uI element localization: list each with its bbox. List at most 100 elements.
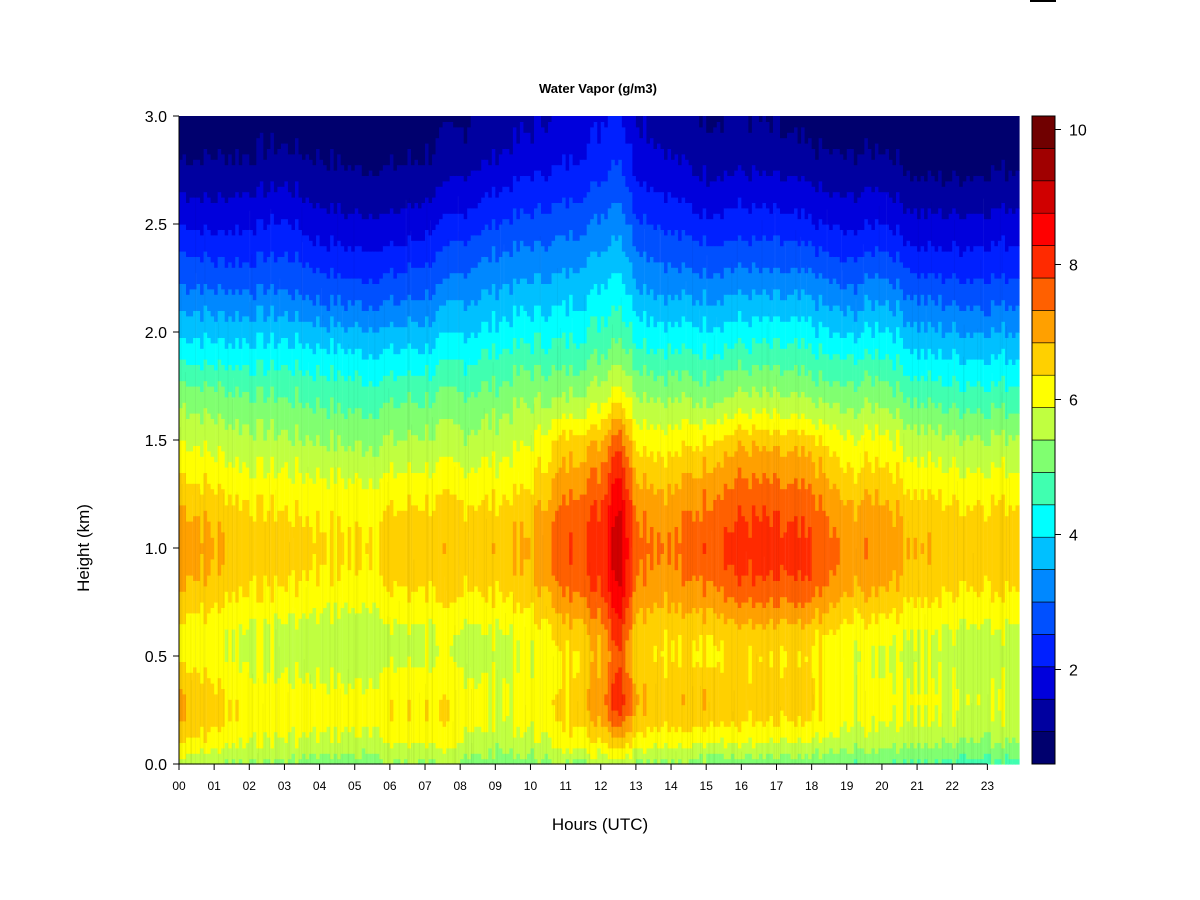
heatmap-cell bbox=[850, 229, 855, 257]
heatmap-cell bbox=[938, 321, 943, 349]
heatmap-cell bbox=[632, 278, 637, 311]
streak bbox=[531, 499, 533, 764]
heatmap-cell bbox=[428, 407, 433, 441]
heatmap-cell bbox=[572, 375, 577, 398]
heatmap-cell bbox=[614, 450, 619, 479]
heatmap-cell bbox=[382, 472, 387, 511]
heatmap-cell bbox=[523, 342, 528, 371]
heatmap-cell bbox=[948, 251, 953, 279]
heatmap-cell bbox=[646, 402, 651, 430]
heatmap-cell bbox=[962, 180, 967, 220]
heatmap-cell bbox=[537, 364, 542, 392]
heatmap-cell bbox=[569, 737, 574, 754]
heatmap-cell bbox=[200, 164, 205, 203]
heatmap-cell bbox=[744, 391, 749, 414]
heatmap-cell bbox=[952, 402, 957, 430]
heatmap-cell bbox=[881, 251, 887, 279]
heatmap-cell bbox=[266, 758, 271, 765]
heatmap-cell bbox=[649, 224, 655, 257]
heatmap-cell bbox=[193, 483, 198, 517]
streak bbox=[383, 300, 385, 764]
heatmap-cell bbox=[955, 353, 960, 382]
streak bbox=[227, 311, 229, 764]
heatmap-cell bbox=[688, 612, 693, 733]
heatmap-cell bbox=[555, 510, 560, 581]
heatmap-cell bbox=[839, 337, 844, 360]
heatmap-cell bbox=[228, 699, 233, 722]
heatmap-cell bbox=[1008, 758, 1013, 765]
heatmap-cell bbox=[762, 726, 767, 743]
heatmap-cell bbox=[966, 305, 971, 333]
heatmap-cell bbox=[755, 240, 760, 268]
heatmap-cell bbox=[495, 116, 500, 166]
heatmap-cell bbox=[973, 359, 978, 387]
streak bbox=[233, 377, 235, 764]
heatmap-cell bbox=[973, 386, 978, 414]
heatmap-cell bbox=[505, 148, 510, 187]
heatmap-cell bbox=[463, 245, 468, 279]
heatmap-cell bbox=[347, 348, 352, 376]
heatmap-cell bbox=[502, 315, 507, 349]
heatmap-cell bbox=[382, 348, 387, 376]
heatmap-cell bbox=[776, 170, 781, 209]
heatmap-cell bbox=[305, 116, 310, 155]
heatmap-cell bbox=[987, 445, 992, 479]
heatmap-cell bbox=[558, 234, 563, 274]
heatmap-cell bbox=[203, 407, 208, 441]
heatmap-cell bbox=[983, 116, 988, 182]
heatmap-cell bbox=[309, 569, 314, 614]
streak bbox=[203, 436, 205, 764]
heatmap-cell bbox=[952, 375, 957, 403]
heatmap-cell bbox=[628, 677, 633, 716]
heatmap-cell bbox=[811, 299, 816, 328]
heatmap-cell bbox=[572, 650, 577, 679]
heatmap-cell bbox=[825, 305, 830, 328]
heatmap-cell bbox=[790, 342, 795, 371]
heatmap-cell bbox=[797, 348, 802, 376]
heatmap-cell bbox=[1004, 445, 1010, 479]
heatmap-cell bbox=[231, 661, 236, 743]
heatmap-cell bbox=[365, 218, 370, 252]
heatmap-cell bbox=[976, 332, 981, 360]
heatmap-cell bbox=[323, 272, 328, 306]
heatmap-cell bbox=[959, 116, 964, 187]
heatmap-cell bbox=[309, 407, 314, 441]
heatmap-cell bbox=[425, 116, 430, 144]
heatmap-cell bbox=[467, 731, 472, 760]
heatmap-cell bbox=[702, 342, 707, 371]
heatmap-cell bbox=[801, 726, 806, 743]
heatmap-cell bbox=[846, 461, 851, 500]
heatmap-cell bbox=[646, 542, 651, 554]
heatmap-cell bbox=[495, 229, 500, 263]
streak bbox=[1001, 238, 1003, 764]
heatmap-cell bbox=[425, 720, 430, 749]
heatmap-cell bbox=[245, 742, 250, 765]
heatmap-cell bbox=[291, 726, 296, 754]
heatmap-cell bbox=[758, 369, 764, 398]
heatmap-cell bbox=[924, 758, 929, 765]
heatmap-cell bbox=[931, 602, 936, 635]
heatmap-cell bbox=[783, 240, 788, 274]
heatmap-cell bbox=[980, 591, 985, 625]
heatmap-cell bbox=[787, 272, 792, 295]
heatmap-cell bbox=[217, 359, 222, 382]
heatmap-cell bbox=[298, 737, 303, 760]
heatmap-cell bbox=[266, 288, 271, 317]
heatmap-cell bbox=[1015, 332, 1020, 360]
heatmap-cell bbox=[628, 499, 633, 598]
heatmap-cell bbox=[864, 186, 869, 220]
heatmap-cell bbox=[238, 164, 243, 198]
heatmap-cell bbox=[720, 180, 725, 220]
heatmap-cell bbox=[874, 245, 880, 274]
heatmap-cell bbox=[853, 758, 858, 765]
streak bbox=[884, 589, 886, 764]
heatmap-cell bbox=[217, 191, 222, 230]
heatmap-cell bbox=[730, 240, 735, 274]
heatmap-cell bbox=[702, 234, 707, 268]
heatmap-cell bbox=[509, 191, 514, 225]
heatmap-cell bbox=[716, 440, 721, 463]
heatmap-cell bbox=[533, 332, 539, 365]
heatmap-cell bbox=[354, 737, 359, 760]
heatmap-cell bbox=[179, 191, 184, 225]
heatmap-cell bbox=[446, 488, 451, 608]
